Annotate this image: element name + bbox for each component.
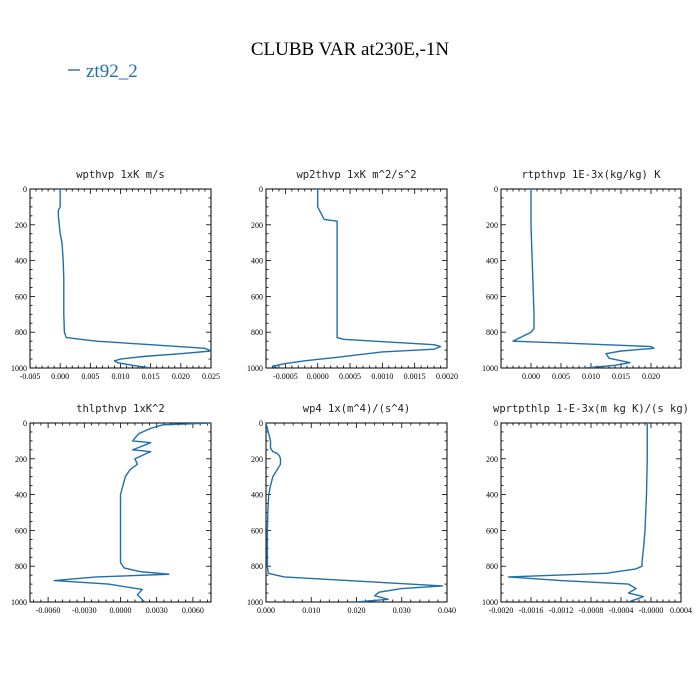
x-tick-label: 0.020 xyxy=(642,372,660,381)
y-tick-label: 800 xyxy=(251,562,263,571)
y-tick-label: 200 xyxy=(15,221,27,230)
y-tick-label: 400 xyxy=(15,491,27,500)
y-tick-label: 0 xyxy=(259,185,263,194)
y-tick-label: 200 xyxy=(251,455,263,464)
plot-frame xyxy=(500,422,682,603)
y-tick-label: 0 xyxy=(23,185,27,194)
panel-title: rtpthvp 1E-3x(kg/kg) K xyxy=(521,169,661,181)
plot-frame xyxy=(265,188,448,369)
series-line-zt92_2 xyxy=(53,423,211,602)
panel-title: wp4 1x(m^4)/(s^4) xyxy=(303,403,410,415)
x-tick-label: 0.0010 xyxy=(371,372,393,381)
x-tick-label: 0.020 xyxy=(172,372,190,381)
y-tick-label: 200 xyxy=(251,221,263,230)
x-tick-label: -0.0012 xyxy=(549,606,574,615)
x-tick-label: 0.030 xyxy=(393,606,411,615)
y-tick-label: 600 xyxy=(15,292,27,301)
series-line-zt92_2 xyxy=(512,189,655,368)
x-tick-label: 0.010 xyxy=(112,372,130,381)
x-tick-label: 0.020 xyxy=(348,606,366,615)
chart-panel-1: wpthvp 1xK m/s 0 200 400 600 800 1000-0.005 0.0… xyxy=(11,169,220,381)
panel-title: wpthvp 1xK m/s xyxy=(76,169,165,181)
x-tick-label: 0.0005 xyxy=(339,372,361,381)
x-tick-label: 0.005 xyxy=(552,372,570,381)
figure-legend: zt92_2 xyxy=(68,61,138,82)
x-tick-label: 0.0015 xyxy=(404,372,426,381)
chart-panel-3: rtpthvp 1E-3x(kg/kg) K 0 200 400 600 800 1000 0… xyxy=(482,169,682,381)
x-tick-label: 0.0020 xyxy=(436,372,458,381)
plot-frame xyxy=(265,422,448,603)
x-tick-label: 0.015 xyxy=(612,372,630,381)
y-tick-label: 400 xyxy=(486,257,498,266)
x-tick-label: 0.0060 xyxy=(182,606,204,615)
x-tick-label: -0.0030 xyxy=(72,606,97,615)
panel-title: wprtpthlp 1-E-3x(m kg K)/(s kg) xyxy=(493,403,689,415)
panel-title: wp2thvp 1xK m^2/s^2 xyxy=(296,169,416,181)
y-tick-label: 600 xyxy=(251,526,263,535)
y-tick-label: 1000 xyxy=(482,364,498,373)
series-line-zt92_2 xyxy=(507,423,648,602)
x-tick-label: 0.0000 xyxy=(307,372,329,381)
x-tick-label: -0.0005 xyxy=(273,372,298,381)
y-tick-label: 800 xyxy=(486,328,498,337)
y-tick-label: 600 xyxy=(486,526,498,535)
y-tick-label: 1000 xyxy=(11,598,27,607)
y-tick-label: 600 xyxy=(486,292,498,301)
x-tick-label: 0.010 xyxy=(302,606,320,615)
x-tick-label: -0.0060 xyxy=(36,606,61,615)
x-tick-label: 0.0000 xyxy=(110,606,132,615)
y-tick-label: 0 xyxy=(259,419,263,428)
plot-frame xyxy=(29,188,212,369)
y-tick-label: 200 xyxy=(486,221,498,230)
y-tick-label: 200 xyxy=(486,455,498,464)
x-tick-label: 0.000 xyxy=(51,372,69,381)
x-tick-label: -0.0020 xyxy=(489,606,514,615)
x-tick-label: 0.0004 xyxy=(670,606,692,615)
x-tick-label: 0.005 xyxy=(81,372,99,381)
x-tick-label: 0.010 xyxy=(582,372,600,381)
chart-panel-6: wprtpthlp 1-E-3x(m kg K)/(s kg) 0 200 400 60… xyxy=(482,403,692,615)
chart-panel-2: wp2thvp 1xK m^2/s^2 0 200 400 600 800 1000 -0.0… xyxy=(247,169,458,381)
y-tick-label: 600 xyxy=(251,292,263,301)
x-tick-label: 0.000 xyxy=(257,606,275,615)
y-tick-label: 400 xyxy=(251,491,263,500)
x-tick-label: 0.025 xyxy=(202,372,220,381)
y-tick-label: 1000 xyxy=(482,598,498,607)
y-tick-label: 600 xyxy=(15,526,27,535)
x-tick-label: 0.000 xyxy=(522,372,540,381)
x-tick-label: -0.0008 xyxy=(579,606,604,615)
x-tick-label: -0.0004 xyxy=(609,606,634,615)
y-tick-label: 400 xyxy=(486,491,498,500)
figure-title: CLUBB VAR at230E,-1N xyxy=(251,39,450,60)
y-tick-label: 800 xyxy=(15,562,27,571)
x-tick-label: -0.005 xyxy=(20,372,41,381)
y-tick-label: 800 xyxy=(15,328,27,337)
x-tick-label: 0.015 xyxy=(142,372,160,381)
y-tick-label: 0 xyxy=(494,185,498,194)
y-tick-label: 0 xyxy=(23,419,27,428)
y-tick-label: 400 xyxy=(251,257,263,266)
y-tick-label: 800 xyxy=(486,562,498,571)
x-tick-label: 0.0030 xyxy=(146,606,168,615)
series-line-zt92_2 xyxy=(57,189,211,368)
y-tick-label: 0 xyxy=(494,419,498,428)
y-tick-label: 1000 xyxy=(11,364,27,373)
y-tick-label: 200 xyxy=(15,455,27,464)
series-line-zt92_2 xyxy=(271,189,442,368)
panel-title: thlpthvp 1xK^2 xyxy=(76,403,165,415)
y-tick-label: 1000 xyxy=(247,598,263,607)
chart-panel-4: thlpthvp 1xK^2 0 200 400 600 800 1000 -0.0060 -0… xyxy=(11,403,212,615)
legend-label: zt92_2 xyxy=(86,61,138,82)
series-line-zt92_2 xyxy=(266,423,444,602)
x-tick-label: 0.040 xyxy=(438,606,456,615)
y-tick-label: 400 xyxy=(15,257,27,266)
y-tick-label: 1000 xyxy=(247,364,263,373)
y-tick-label: 800 xyxy=(251,328,263,337)
x-tick-label: -0.0016 xyxy=(519,606,544,615)
x-tick-label: -0.0000 xyxy=(639,606,664,615)
